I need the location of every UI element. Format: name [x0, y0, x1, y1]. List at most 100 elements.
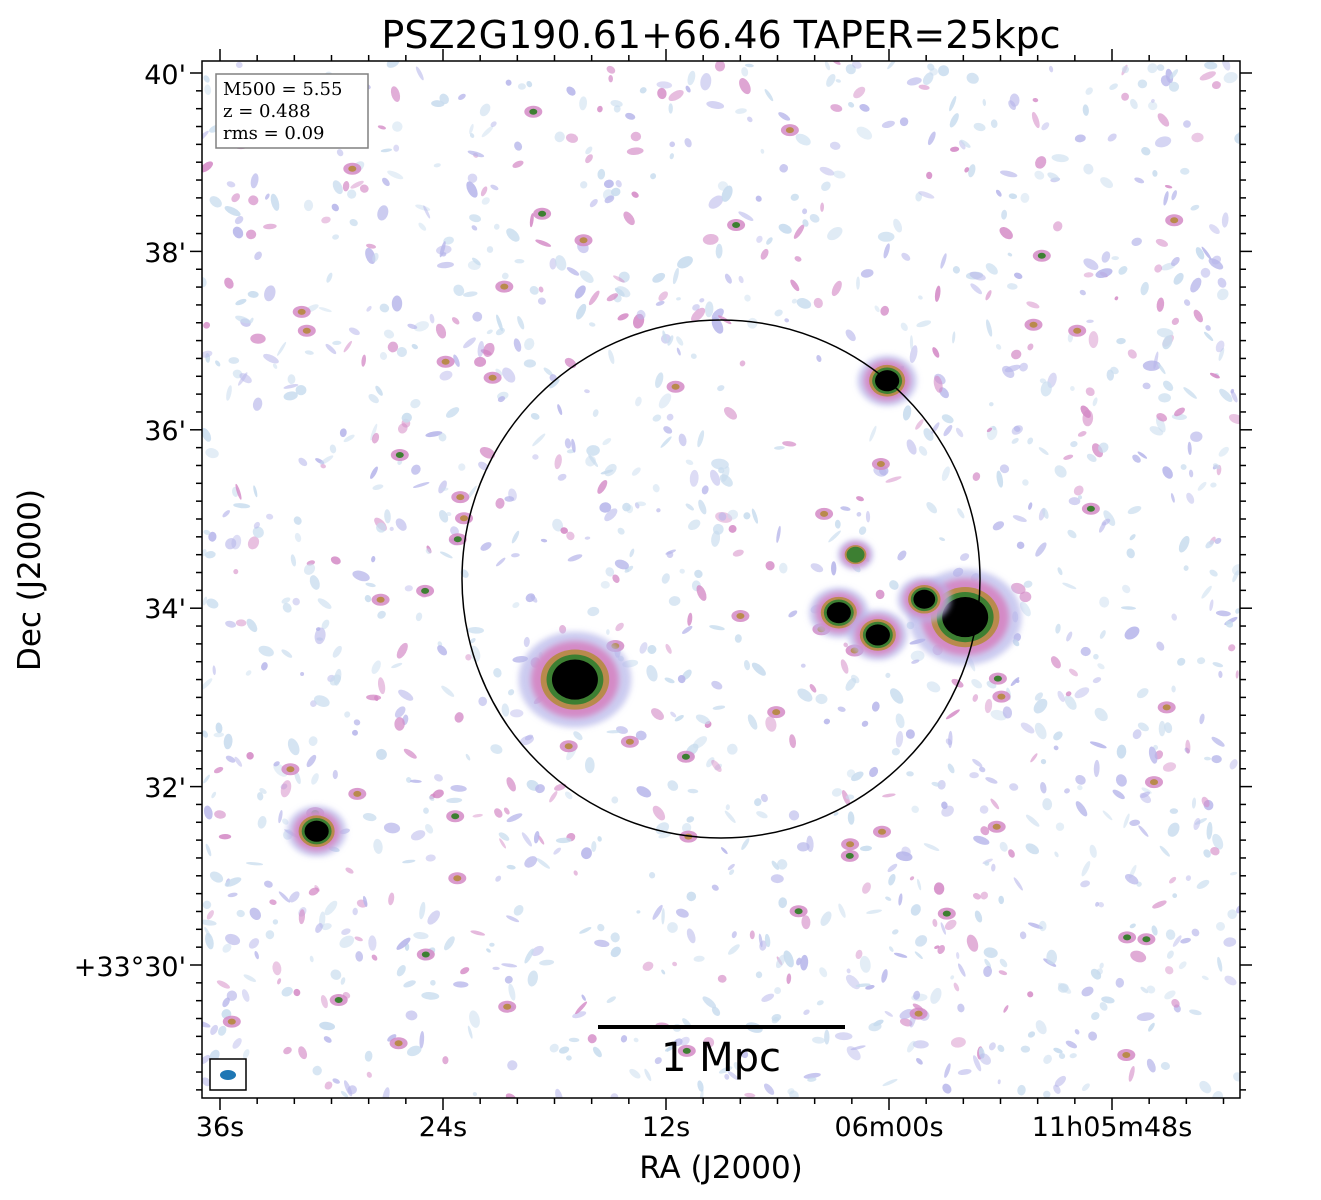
noise-speckle: [1067, 529, 1077, 539]
noise-speckle: [644, 1068, 652, 1082]
noise-speckle: [1146, 1058, 1156, 1073]
noise-speckle: [964, 167, 970, 173]
noise-speckle: [819, 967, 828, 978]
noise-speckle: [263, 353, 279, 364]
noise-peak-core: [348, 165, 357, 172]
noise-speckle: [293, 516, 302, 525]
noise-speckle: [349, 219, 358, 227]
noise-peak-core: [845, 852, 854, 859]
noise-speckle: [584, 389, 590, 394]
noise-speckle: [631, 467, 641, 476]
noise-speckle: [409, 779, 422, 783]
noise-speckle: [321, 216, 331, 224]
noise-speckle: [635, 396, 642, 407]
noise-speckle: [714, 61, 726, 72]
noise-speckle: [465, 654, 472, 661]
noise-speckle: [950, 146, 960, 152]
noise-speckle: [202, 730, 209, 738]
noise-speckle: [383, 822, 401, 834]
noise-speckle: [1032, 97, 1039, 103]
noise-speckle: [715, 243, 723, 259]
noise-speckle: [1083, 272, 1094, 278]
noise-speckle: [202, 161, 213, 173]
noise-speckle: [290, 554, 297, 567]
noise-speckle: [403, 980, 416, 988]
noise-speckle: [514, 258, 525, 264]
noise-speckle: [203, 774, 210, 784]
noise-speckle: [634, 502, 640, 509]
noise-speckle: [205, 448, 219, 459]
noise-speckle: [1121, 92, 1130, 101]
noise-speckle: [738, 211, 754, 221]
noise-speckle: [209, 196, 222, 208]
noise-speckle: [389, 526, 394, 532]
noise-speckle: [555, 255, 567, 271]
noise-speckle: [712, 705, 726, 710]
noise-speckle: [384, 509, 391, 524]
noise-speckle: [1109, 83, 1118, 90]
noise-speckle: [524, 856, 538, 868]
noise-speckle: [1040, 758, 1047, 765]
noise-speckle: [877, 231, 895, 242]
noise-speckle: [1136, 688, 1149, 699]
noise-speckle: [642, 961, 654, 971]
noise-speckle: [916, 1058, 923, 1065]
noise-speckle: [953, 982, 960, 992]
noise-speckle: [1169, 69, 1179, 80]
noise-speckle: [1015, 679, 1020, 683]
noise-speckle: [1123, 813, 1130, 829]
noise-speckle: [314, 627, 326, 645]
noise-speckle: [537, 834, 545, 845]
noise-speckle: [254, 950, 259, 960]
noise-speckle: [1191, 797, 1197, 809]
noise-speckle: [725, 804, 730, 811]
noise-speckle: [714, 763, 723, 771]
noise-speckle: [263, 223, 277, 230]
noise-speckle: [636, 786, 652, 798]
noise-speckle: [1164, 990, 1176, 1000]
noise-speckle: [661, 908, 665, 925]
noise-speckle: [696, 585, 707, 601]
noise-speckle: [1218, 446, 1229, 457]
noise-speckle: [840, 506, 851, 511]
noise-speckle: [252, 526, 264, 538]
noise-speckle: [1023, 580, 1033, 588]
noise-speckle: [970, 283, 983, 295]
noise-speckle: [658, 832, 672, 839]
noise-speckle: [504, 496, 515, 502]
noise-speckle: [411, 464, 421, 475]
scale-bar-label: 1 Mpc: [661, 1035, 781, 1081]
noise-speckle: [266, 513, 274, 520]
noise-speckle: [242, 1049, 250, 1059]
noise-speckle: [549, 378, 560, 389]
noise-speckle: [272, 919, 279, 925]
noise-speckle: [1055, 822, 1065, 831]
noise-speckle: [957, 1003, 965, 1013]
noise-speckle: [1040, 381, 1052, 397]
noise-speckle: [382, 177, 390, 187]
noise-speckle: [662, 330, 667, 343]
noise-speckle: [352, 570, 370, 582]
noise-speckle: [636, 309, 646, 320]
noise-speckle: [969, 772, 979, 779]
noise-speckle: [234, 756, 243, 767]
noise-speckle: [1012, 639, 1020, 647]
noise-speckle: [821, 181, 831, 192]
noise-speckle: [650, 173, 657, 180]
noise-speckle: [743, 659, 751, 671]
noise-peak-core: [334, 997, 343, 1003]
noise-speckle: [648, 872, 656, 879]
noise-speckle: [1012, 515, 1027, 523]
noise-speckle: [597, 479, 608, 494]
noise-speckle: [1038, 920, 1047, 932]
noise-speckle: [655, 372, 664, 389]
noise-speckle: [979, 1053, 991, 1065]
noise-speckle: [330, 556, 341, 565]
noise-speckle: [231, 534, 242, 550]
noise-speckle: [960, 139, 971, 148]
noise-speckle: [945, 738, 953, 746]
noise-peak-core: [914, 1010, 923, 1017]
noise-speckle: [597, 923, 605, 932]
noise-speckle: [506, 915, 520, 923]
noise-speckle: [1053, 745, 1059, 751]
